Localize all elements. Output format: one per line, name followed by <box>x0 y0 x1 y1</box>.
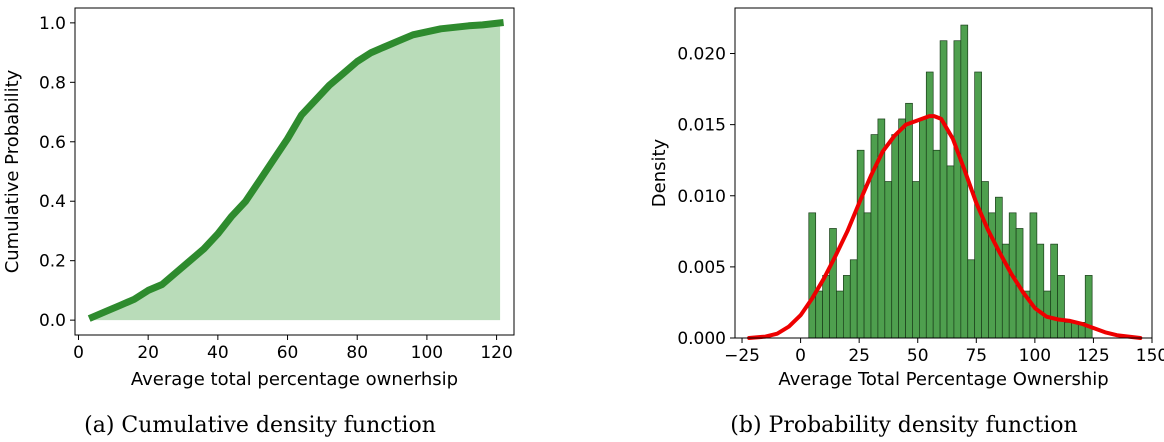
pdf-x-tick-label: 100 <box>1019 346 1051 366</box>
cdf-y-tick-label: 1.0 <box>39 14 66 34</box>
histogram-bar <box>939 40 948 339</box>
histogram-bar <box>898 118 906 339</box>
histogram-bar <box>1036 243 1045 339</box>
cdf-caption: (a) Cumulative density function <box>84 413 436 438</box>
pdf-x-tick-label: 0 <box>795 346 806 366</box>
histogram-bar <box>884 181 893 339</box>
pdf-plot-frame <box>734 7 1153 339</box>
pdf-x-tick-label: 75 <box>965 346 987 366</box>
cdf-y-ticks: 0.0 0.2 0.4 0.6 0.8 1.0 <box>39 14 75 331</box>
cdf-y-tick-label: 0.8 <box>39 73 66 93</box>
cdf-area-fill <box>92 22 501 321</box>
histogram-bar <box>842 275 851 339</box>
pdf-kde-curve <box>747 114 1143 340</box>
pdf-chart: −25 0 25 50 75 100 125 150 0.000 0.005 0.010 0.015… <box>649 7 1164 438</box>
cdf-x-axis-label: Average total percentage ownerhsip <box>131 369 458 390</box>
pdf-y-tick-label: 0.015 <box>677 116 726 136</box>
histogram-bar <box>912 181 920 339</box>
pdf-y-axis-label: Density <box>649 138 670 207</box>
cdf-plot-frame <box>74 7 515 336</box>
histogram-bar <box>808 212 817 339</box>
pdf-y-tick-label: 0.000 <box>677 329 726 349</box>
cdf-line <box>87 19 504 322</box>
cdf-x-tick-label: 120 <box>480 343 512 363</box>
pdf-y-tick-label: 0.010 <box>677 187 726 207</box>
pdf-x-axis-label: Average Total Percentage Ownership <box>778 369 1108 390</box>
pdf-y-tick-label: 0.020 <box>677 45 726 65</box>
cdf-y-tick-label: 0.6 <box>39 133 66 153</box>
histogram-bar <box>891 134 899 339</box>
cdf-x-tick-label: 80 <box>346 343 368 363</box>
histogram-bar <box>953 40 962 339</box>
histogram-bar <box>863 212 872 339</box>
cdf-x-tick-label: 100 <box>411 343 443 363</box>
histogram-bar <box>905 102 913 339</box>
histogram-bar <box>849 259 858 339</box>
pdf-x-tick-label: 25 <box>848 346 870 366</box>
cdf-y-tick-label: 0.0 <box>39 311 66 331</box>
pdf-x-tick-label: −25 <box>724 346 760 366</box>
histogram-bar <box>925 71 934 339</box>
histogram-bar <box>1064 322 1072 339</box>
cdf-x-tick-label: 40 <box>207 343 229 363</box>
histogram-bar <box>1050 243 1058 339</box>
histogram-bar <box>815 290 823 339</box>
pdf-x-ticks: −25 0 25 50 75 100 125 150 <box>724 338 1164 366</box>
cdf-chart: 0 20 40 60 80 100 120 0.0 0.2 0.4 0.6 0.8 1.0 Avera… <box>2 7 515 438</box>
histogram-bar <box>1057 275 1065 339</box>
histogram-bar <box>995 196 1003 339</box>
pdf-x-tick-label: 50 <box>907 346 929 366</box>
cdf-y-tick-label: 0.2 <box>39 252 66 272</box>
pdf-y-tick-label: 0.005 <box>677 258 726 278</box>
cdf-x-tick-label: 0 <box>73 343 84 363</box>
histogram-bar <box>932 149 941 339</box>
pdf-x-tick-label: 125 <box>1077 346 1109 366</box>
histogram-bar <box>829 228 837 339</box>
histogram-bar <box>946 165 955 339</box>
histogram-bar <box>919 118 927 339</box>
pdf-caption: (b) Probability density function <box>730 413 1077 438</box>
histogram-bar <box>836 290 844 339</box>
histogram-bar <box>822 275 830 339</box>
cdf-x-tick-label: 60 <box>277 343 299 363</box>
histogram-bar <box>1029 212 1038 339</box>
pdf-y-ticks: 0.000 0.005 0.010 0.015 0.020 <box>677 45 735 349</box>
cdf-x-tick-label: 20 <box>137 343 159 363</box>
pdf-histogram-bars <box>808 24 1093 339</box>
histogram-bar <box>981 181 989 339</box>
histogram-bar <box>856 149 865 339</box>
cdf-y-tick-label: 0.4 <box>39 192 66 212</box>
cdf-x-ticks: 0 20 40 60 80 100 120 <box>73 335 513 363</box>
cdf-y-axis-label: Cumulative Probability <box>2 69 23 273</box>
pdf-x-tick-label: 150 <box>1136 346 1164 366</box>
histogram-bar <box>967 259 976 339</box>
